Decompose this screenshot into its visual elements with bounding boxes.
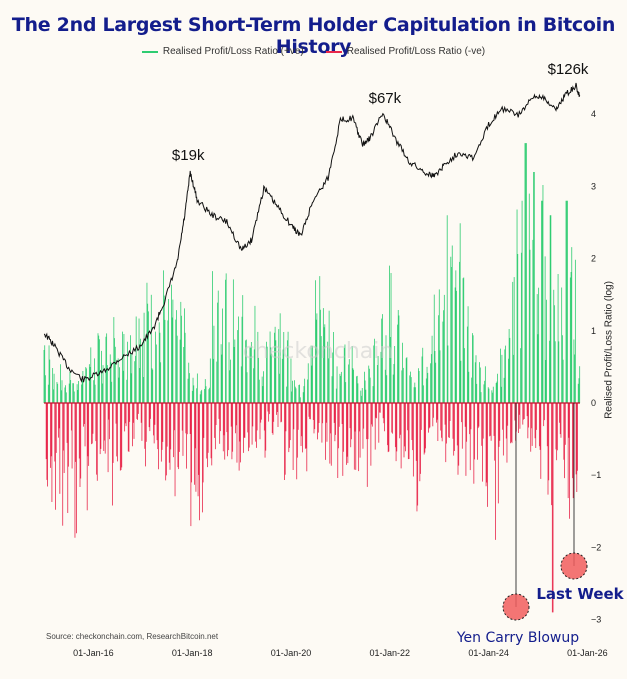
chart-title: The 2nd Largest Short-Term Holder Capitu… — [11, 14, 616, 58]
x-tick-1: 01-Jan-18 — [172, 648, 213, 658]
legend-label-negative: Realised Profit/Loss Ratio (-ve) — [346, 46, 486, 57]
callout-label-0: Yen Carry Blowup — [456, 630, 579, 646]
callout-marker-0 — [502, 593, 530, 621]
x-tick-4: 01-Jan-24 — [468, 648, 509, 658]
x-tick-2: 01-Jan-20 — [271, 648, 312, 658]
legend-swatch-positive — [141, 50, 158, 53]
x-tick-5: 01-Jan-26 — [567, 648, 608, 658]
y-tick-2: 2 — [591, 254, 596, 264]
y-tick-0: 4 — [591, 109, 596, 119]
bars-group — [43, 143, 581, 613]
callout-label-1: Last Week — [536, 585, 624, 603]
callout-marker-1 — [560, 552, 588, 580]
legend: Realised Profit/Loss Ratio (+ve) Realise… — [0, 46, 627, 57]
y-tick-3: 1 — [591, 326, 596, 336]
y-tick-4: 0 — [591, 398, 596, 408]
price-label-2: $126k — [548, 61, 589, 78]
price-label-1: $67k — [369, 90, 402, 107]
legend-item-negative: Realised Profit/Loss Ratio (-ve) — [325, 46, 486, 57]
y-tick-1: 3 — [591, 181, 596, 191]
legend-swatch-negative — [325, 50, 342, 53]
price-label-0: $19k — [172, 147, 205, 164]
y-tick-7: −3 — [591, 615, 601, 625]
price-line — [43, 82, 581, 383]
legend-item-positive: Realised Profit/Loss Ratio (+ve) — [141, 46, 304, 57]
legend-label-positive: Realised Profit/Loss Ratio (+ve) — [162, 46, 304, 57]
x-tick-3: 01-Jan-22 — [370, 648, 411, 658]
watermark: checkonchain — [243, 339, 394, 364]
y-tick-5: −1 — [591, 470, 601, 480]
y-axis-label: Realised Profit/Loss Ratio (log) — [603, 281, 615, 419]
source-note: Source: checkonchain.com, ResearchBitcoi… — [46, 632, 219, 641]
y-tick-6: −2 — [591, 542, 601, 552]
x-tick-0: 01-Jan-16 — [73, 648, 114, 658]
